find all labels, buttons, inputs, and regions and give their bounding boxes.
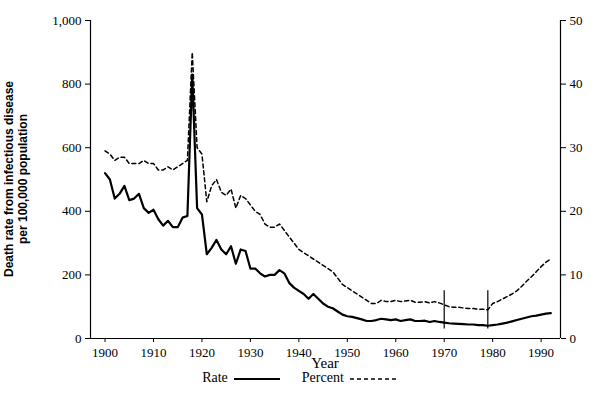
svg-text:1930: 1930 [237, 345, 263, 360]
svg-text:0: 0 [570, 331, 577, 346]
svg-text:1970: 1970 [431, 345, 457, 360]
svg-text:800: 800 [62, 76, 82, 91]
svg-text:0: 0 [75, 331, 82, 346]
html-text:Rate: Rate [202, 370, 228, 385]
svg-text:200: 200 [62, 267, 82, 282]
svg-text:Year: Year [311, 355, 339, 370]
svg-text:30: 30 [570, 140, 583, 155]
svg-text:1,000: 1,000 [52, 13, 81, 28]
svg-text:400: 400 [62, 203, 82, 218]
svg-text:10: 10 [570, 267, 583, 282]
svg-text:1950: 1950 [334, 344, 361, 360]
svg-text:40: 40 [570, 76, 583, 91]
svg-text:1940: 1940 [286, 345, 312, 360]
html-text:Percent: Percent [301, 370, 344, 385]
svg-text:1900: 1900 [92, 345, 118, 360]
svg-text:1990: 1990 [528, 345, 554, 360]
svg-text:1960: 1960 [383, 345, 409, 360]
svg-text:Death rate from infectious dis: Death rate from infectious diseaseper 10… [2, 81, 30, 277]
svg-text:50: 50 [570, 13, 583, 28]
svg-text:1980: 1980 [480, 345, 506, 360]
svg-text:1910: 1910 [140, 345, 166, 360]
svg-text:20: 20 [570, 203, 583, 218]
svg-text:1920: 1920 [189, 345, 215, 360]
svg-text:600: 600 [62, 140, 82, 155]
